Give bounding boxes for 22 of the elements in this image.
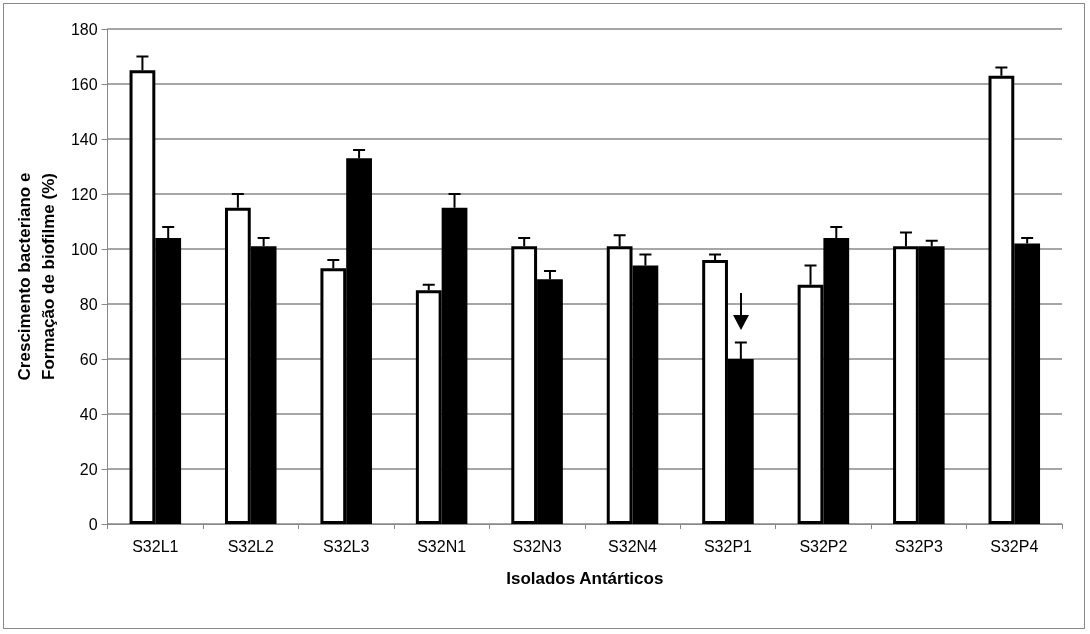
y-tick-label: 60 [79, 350, 98, 368]
y-tick-label: 100 [70, 240, 98, 258]
y-tick-label: 120 [70, 185, 98, 203]
y-tick-label: 180 [70, 20, 98, 38]
x-tick-label: S32P3 [894, 537, 943, 555]
y-tick-label: 0 [88, 515, 98, 533]
y-tick-label: 140 [70, 130, 98, 148]
x-tick-label: S32P4 [990, 537, 1039, 555]
y-tick-label: 80 [79, 295, 98, 313]
x-tick-label: S32P1 [703, 537, 753, 555]
y-tick-label: 40 [79, 405, 98, 423]
y-tick-label: 20 [79, 460, 98, 478]
x-tick-label: S32N1 [417, 537, 467, 555]
x-tick-label: S32P2 [799, 537, 848, 555]
x-tick-label: S32N4 [608, 537, 658, 555]
x-axis-title: Isolados Antárticos [506, 569, 664, 588]
x-tick-label: S32L1 [132, 537, 179, 555]
x-tick-label: S32N3 [512, 537, 562, 555]
y-axis-title: Crescimento bacteriano e Formação de biofilme (%) [14, 172, 58, 381]
x-tick-label: S32L2 [227, 537, 274, 555]
y-tick-label: 160 [70, 75, 98, 93]
x-tick-label: S32L3 [323, 537, 370, 555]
